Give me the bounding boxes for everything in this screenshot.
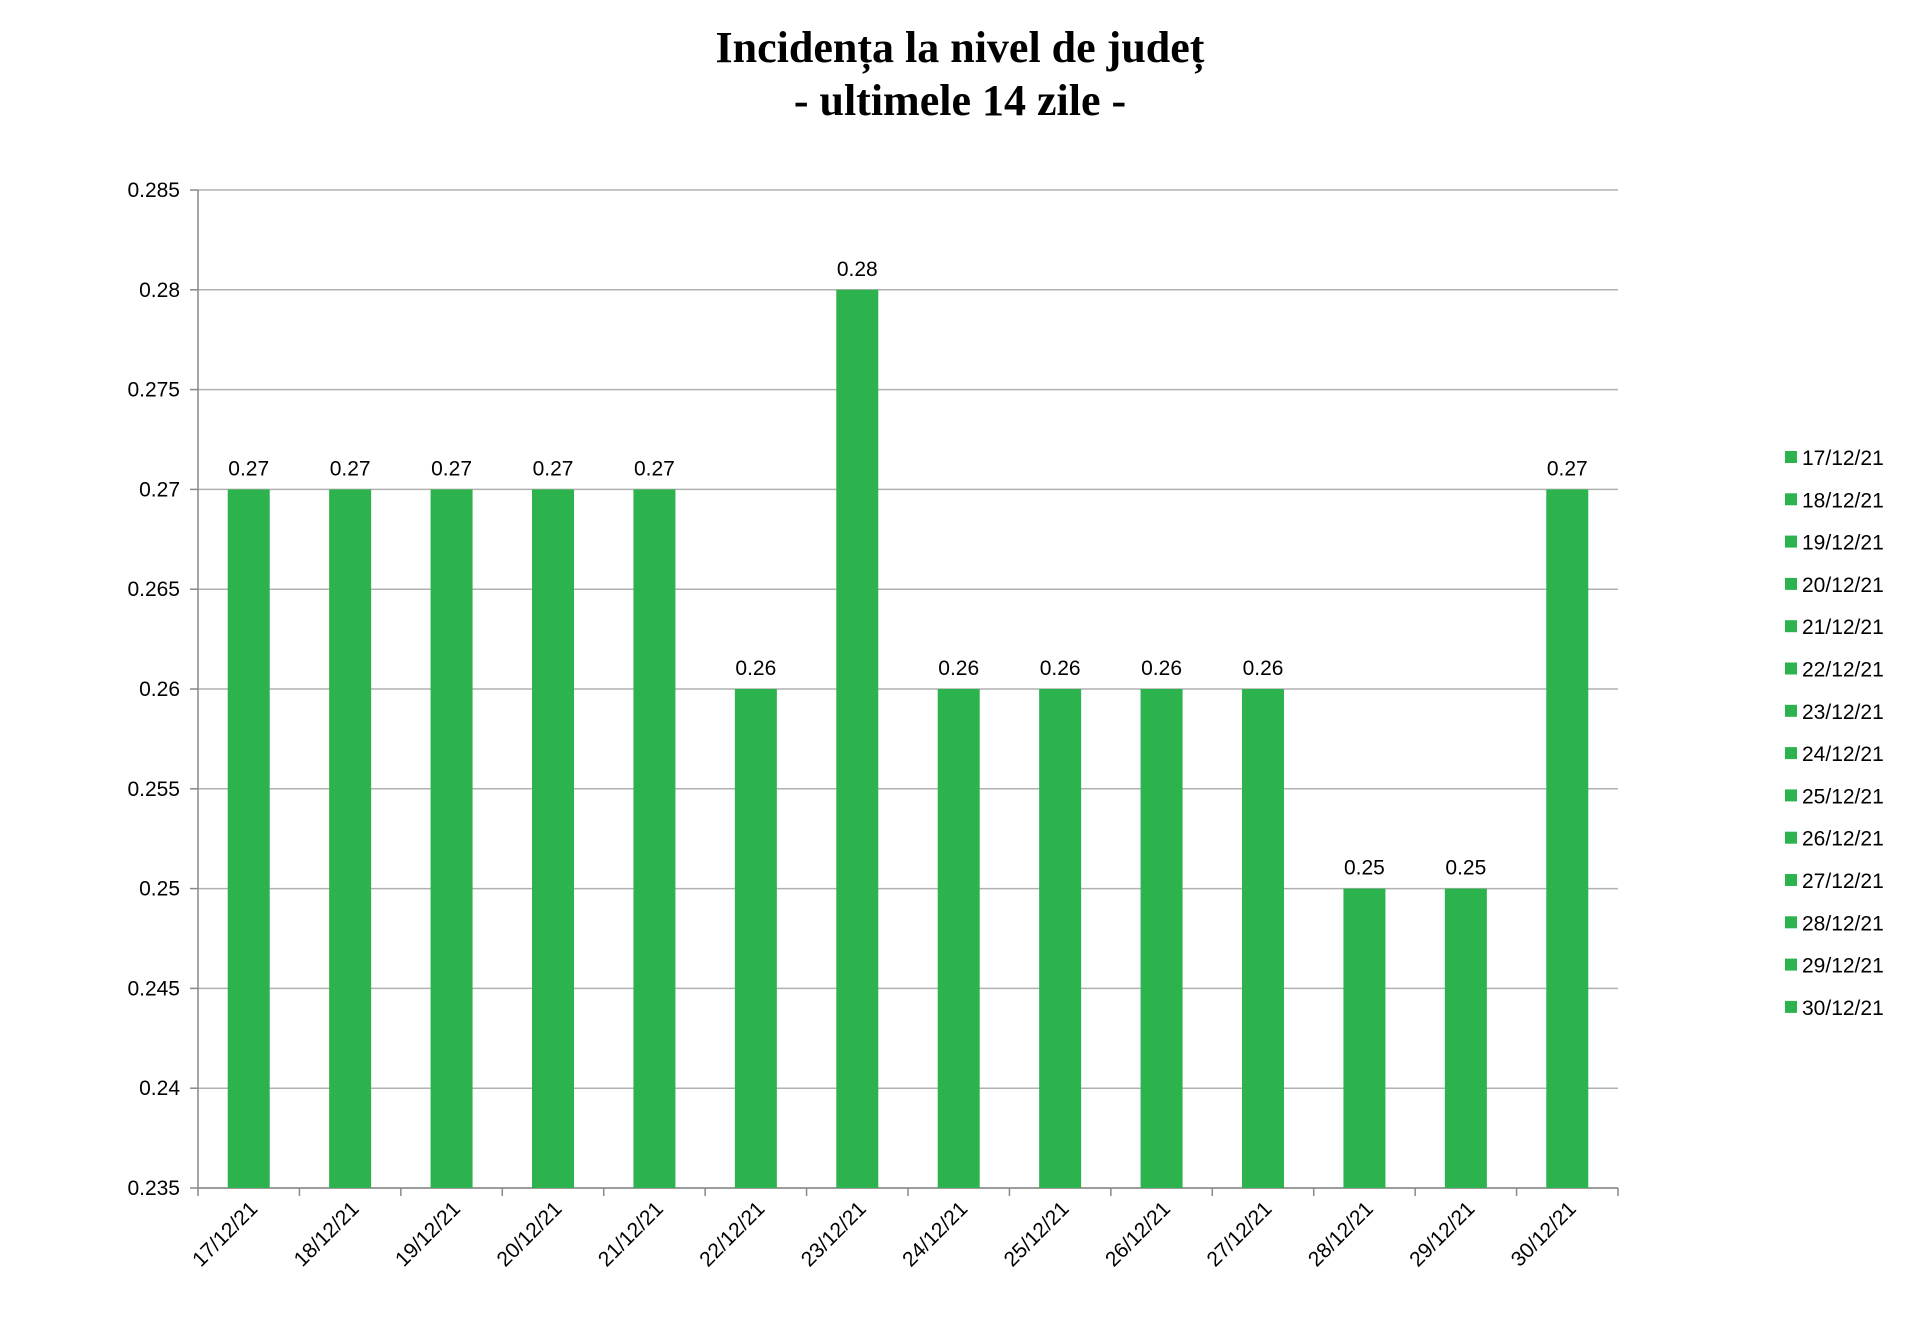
legend: 17/12/21 18/12/21 19/12/21 20/12/21 21/12/21…	[1785, 447, 1884, 1020]
x-tick-label: 22/12/21	[695, 1197, 769, 1271]
gridlines	[198, 189, 1618, 1189]
data-label: 0.26	[735, 657, 776, 680]
bar	[836, 289, 879, 1188]
bar	[1039, 689, 1082, 1188]
chart-title: Incidența la nivel de județ	[716, 23, 1205, 73]
x-tick-label: 18/12/21	[290, 1197, 364, 1271]
data-labels: 0.27 0.27 0.27 0.27 0.27 0.26 0.28 0.26 0.26 0.26…	[228, 258, 1587, 880]
y-tick-label: 0.275	[127, 379, 180, 402]
data-label: 0.25	[1344, 857, 1385, 880]
bar	[329, 489, 372, 1188]
y-tick-label: 0.255	[127, 778, 180, 801]
y-tick-label: 0.27	[139, 478, 180, 501]
legend-label: 24/12/21	[1802, 743, 1884, 766]
x-tick-label: 20/12/21	[492, 1197, 566, 1271]
y-tick-label: 0.25	[139, 878, 180, 901]
data-label: 0.28	[837, 258, 878, 281]
legend-swatch	[1785, 1000, 1797, 1013]
x-tick-label: 21/12/21	[594, 1197, 668, 1271]
legend-swatch	[1785, 493, 1797, 506]
x-tick-label: 28/12/21	[1304, 1197, 1378, 1271]
legend-swatch	[1785, 831, 1797, 844]
bar	[1140, 689, 1183, 1188]
legend-swatch	[1785, 535, 1797, 548]
data-label: 0.27	[1547, 457, 1588, 480]
data-label: 0.25	[1445, 857, 1486, 880]
legend-label: 28/12/21	[1802, 912, 1884, 935]
x-tick-label: 23/12/21	[797, 1197, 871, 1271]
data-label: 0.26	[1040, 657, 1081, 680]
x-tick-label: 29/12/21	[1405, 1197, 1479, 1271]
data-label: 0.27	[533, 457, 574, 480]
legend-swatch	[1785, 958, 1797, 971]
data-label: 0.26	[938, 657, 979, 680]
x-tick-label: 17/12/21	[188, 1197, 262, 1271]
data-label: 0.27	[228, 457, 269, 480]
x-tick-label: 26/12/21	[1101, 1197, 1175, 1271]
x-tick-label: 30/12/21	[1507, 1197, 1581, 1271]
legend-swatch	[1785, 789, 1797, 802]
bars	[227, 289, 1589, 1188]
x-tick-label: 25/12/21	[1000, 1197, 1074, 1271]
legend-swatch	[1785, 620, 1797, 633]
bar	[532, 489, 574, 1188]
legend-label: 30/12/21	[1802, 997, 1884, 1020]
legend-label: 17/12/21	[1802, 447, 1884, 470]
legend-label: 19/12/21	[1802, 532, 1884, 555]
y-tick-label: 0.265	[127, 578, 180, 601]
bar	[937, 689, 980, 1188]
legend-swatch	[1785, 451, 1797, 463]
bar	[1546, 489, 1589, 1188]
legend-swatch	[1785, 874, 1797, 886]
legend-swatch	[1785, 577, 1797, 590]
legend-label: 23/12/21	[1802, 701, 1884, 724]
legend-label: 27/12/21	[1802, 870, 1884, 893]
data-label: 0.27	[330, 457, 371, 480]
bar	[633, 489, 676, 1188]
bar	[227, 489, 270, 1188]
legend-label: 20/12/21	[1802, 574, 1884, 597]
legend-swatch	[1785, 704, 1797, 717]
data-label: 0.27	[634, 457, 675, 480]
legend-label: 29/12/21	[1802, 955, 1884, 978]
legend-swatch	[1785, 747, 1797, 760]
legend-label: 18/12/21	[1802, 489, 1884, 512]
chart-subtitle: - ultimele 14 zile -	[794, 76, 1126, 125]
x-tick-label: 24/12/21	[898, 1197, 972, 1271]
x-tick-label: 19/12/21	[391, 1197, 465, 1271]
bar	[1444, 888, 1487, 1188]
data-label: 0.26	[1141, 657, 1182, 680]
y-tick-label: 0.285	[127, 179, 180, 202]
legend-label: 26/12/21	[1802, 828, 1884, 851]
y-tick-label: 0.24	[139, 1077, 180, 1100]
legend-label: 25/12/21	[1802, 785, 1884, 808]
data-label: 0.27	[431, 457, 472, 480]
bar	[1242, 689, 1284, 1188]
bar	[1343, 888, 1386, 1188]
x-tick-labels: 17/12/21 18/12/21 19/12/21 20/12/21 21/12/21…	[188, 1197, 1581, 1271]
y-tick-label: 0.235	[127, 1177, 180, 1200]
data-label: 0.26	[1243, 657, 1284, 680]
y-tick-labels: 0.235 0.24 0.245 0.25 0.255 0.26 0.265 0.27 0.27…	[127, 179, 180, 1200]
legend-label: 21/12/21	[1802, 616, 1884, 639]
bar	[734, 689, 777, 1188]
y-tick-label: 0.245	[127, 977, 180, 1000]
legend-swatch	[1785, 662, 1797, 675]
legend-swatch	[1785, 916, 1797, 929]
x-tick-label: 27/12/21	[1202, 1197, 1276, 1271]
legend-label: 22/12/21	[1802, 659, 1884, 682]
bar	[430, 489, 473, 1188]
y-tick-label: 0.28	[139, 279, 180, 302]
axes	[190, 189, 1619, 1196]
y-tick-label: 0.26	[139, 678, 180, 701]
